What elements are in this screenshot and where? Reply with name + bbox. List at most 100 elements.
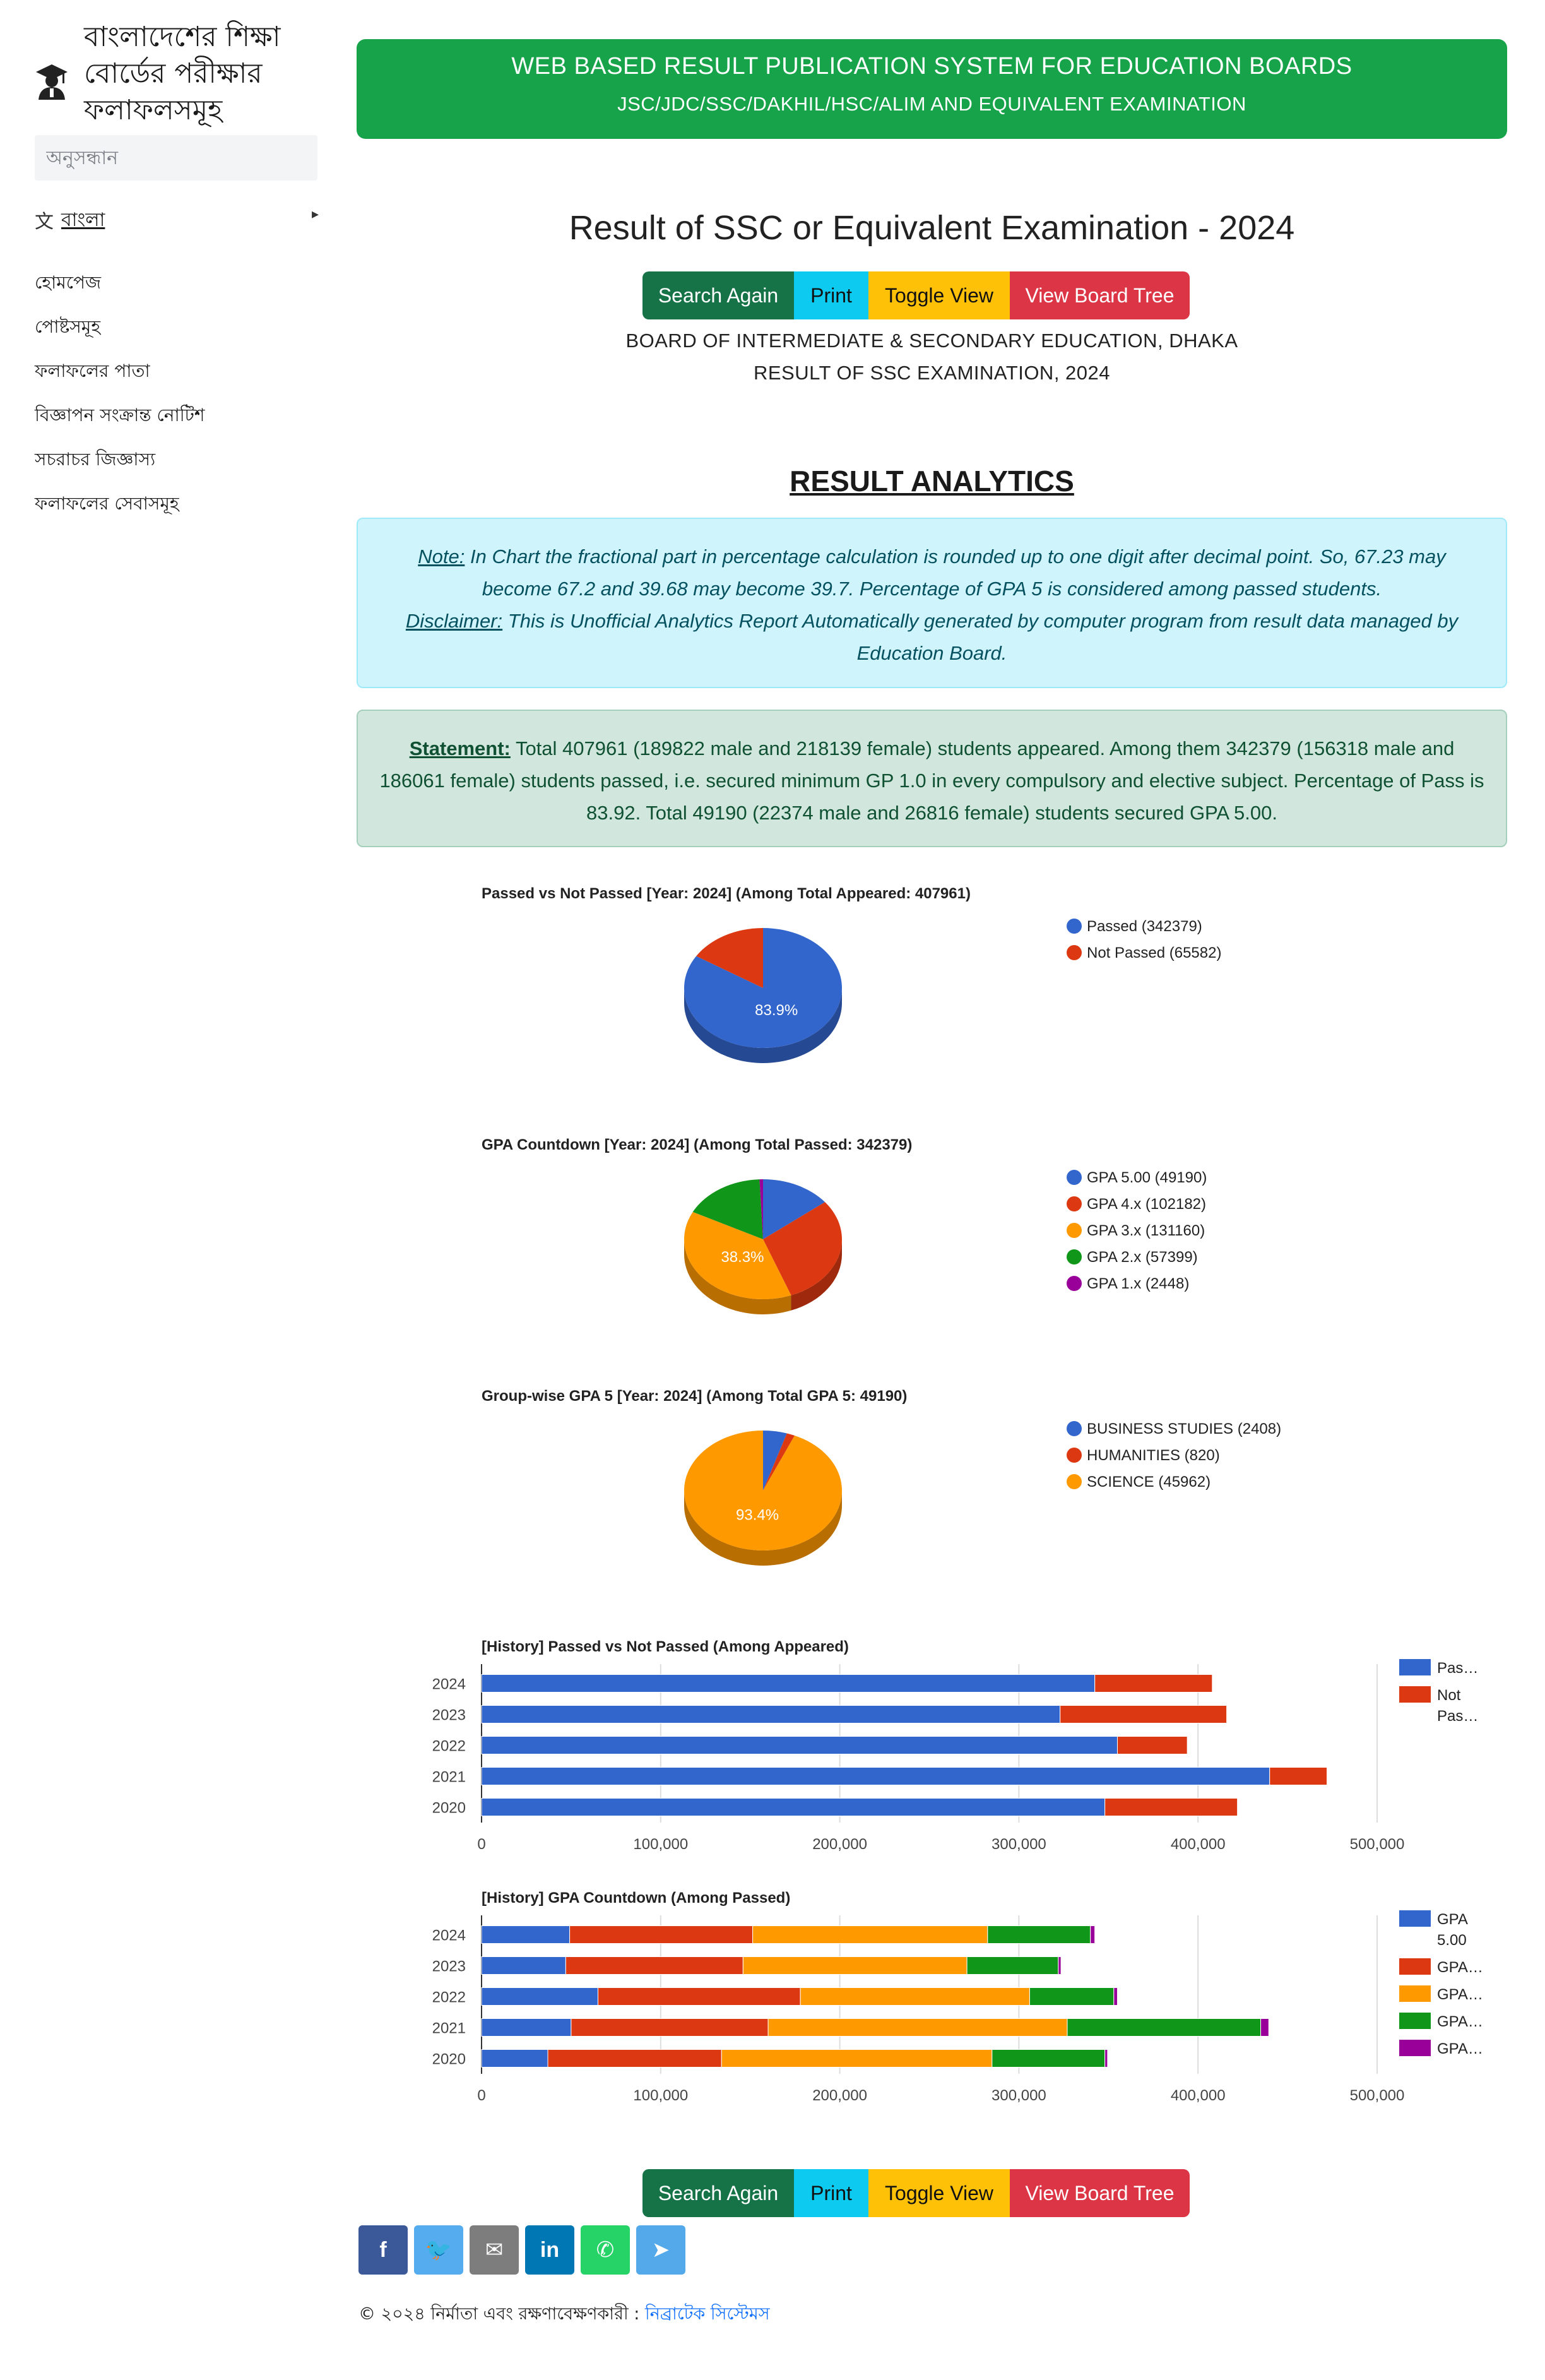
legend-label: GPA 5.00 (49190) — [1087, 1169, 1207, 1186]
bar-segment[interactable] — [571, 2018, 769, 2037]
nav-item-home[interactable]: হোমপেজ — [35, 272, 102, 293]
y-tick-label: 2020 — [432, 2051, 466, 2068]
search-again-button[interactable]: Search Again — [642, 2169, 794, 2217]
bar-segment[interactable] — [742, 1956, 968, 1975]
bar-segment[interactable] — [481, 1705, 1061, 1723]
bar-segment[interactable] — [1067, 2018, 1262, 2037]
bar-segment[interactable] — [481, 1767, 1270, 1785]
legend-marker — [1399, 1659, 1431, 1675]
search-again-button[interactable]: Search Again — [642, 271, 794, 319]
bar-segment[interactable] — [721, 2049, 993, 2068]
bar-segment[interactable] — [800, 1987, 1030, 2006]
legend-label: GPA — [1437, 1911, 1468, 1928]
x-tick-label: 400,000 — [1171, 2087, 1226, 2104]
toggle-view-button[interactable]: Toggle View — [868, 271, 1010, 319]
pie-slice-3[interactable] — [692, 1179, 763, 1239]
x-tick-label: 400,000 — [1171, 1836, 1226, 1853]
telegram-share-button[interactable]: ➤ — [636, 2225, 685, 2275]
print-button[interactable]: Print — [794, 271, 868, 319]
chart-title: [History] Passed vs Not Passed (Among Ap… — [482, 1638, 849, 1655]
y-tick-label: 2021 — [432, 2020, 466, 2037]
footer-link[interactable]: নিব্রাটেক সিস্টেমস — [644, 2304, 770, 2324]
bar-segment[interactable] — [752, 1925, 988, 1944]
linkedin-share-button[interactable]: in — [525, 2225, 574, 2275]
legend-label: GPA… — [1437, 1986, 1483, 2003]
bar-segment[interactable] — [1090, 1925, 1096, 1944]
site-brand[interactable]: বাংলাদেশের শিক্ষা বোর্ডের পরীক্ষার ফলাফল… — [35, 16, 319, 126]
bar-segment[interactable] — [1029, 1987, 1115, 2006]
bar-segment[interactable] — [1094, 1674, 1213, 1693]
legend-marker — [1067, 945, 1082, 960]
pie-slice-0[interactable] — [763, 1431, 787, 1490]
whatsapp-share-button[interactable]: ✆ — [581, 2225, 630, 2275]
bar-segment[interactable] — [1260, 2018, 1269, 2037]
nav-item-results-page[interactable]: ফলাফলের পাতা — [35, 360, 150, 381]
statement-alert: Statement: Total 407961 (189822 male and… — [357, 710, 1507, 847]
bar-segment[interactable] — [565, 1956, 743, 1975]
pie-slice-2[interactable] — [684, 1211, 791, 1299]
footer-text: © ২০২৪ নির্মাতা এবং রক্ষণাবেক্ষণকারী : — [358, 2304, 645, 2324]
nav-item-posts[interactable]: পোষ্টসমূহ — [35, 316, 101, 337]
bar-segment[interactable] — [992, 2049, 1106, 2068]
bar-segment[interactable] — [1060, 1705, 1228, 1723]
bar-segment[interactable] — [987, 1925, 1091, 1944]
pie-slice-1[interactable] — [696, 928, 763, 988]
pie-slice-2[interactable] — [684, 1431, 842, 1550]
whatsapp-icon: ✆ — [596, 2238, 615, 2262]
bar-segment[interactable] — [597, 1987, 801, 2006]
language-label[interactable]: বাংলা — [61, 209, 105, 231]
bar-segment[interactable] — [1058, 1956, 1062, 1975]
nav-item-result-services[interactable]: ফলাফলের সেবাসমূহ — [35, 493, 179, 514]
nav-item-faq[interactable]: সচরাচর জিজ্ঞাস্য — [35, 449, 156, 470]
view-board-tree-button[interactable]: View Board Tree — [1010, 2169, 1190, 2217]
bar-segment[interactable] — [481, 2018, 572, 2037]
pie-side-2 — [684, 1239, 791, 1314]
view-board-tree-button[interactable]: View Board Tree — [1010, 271, 1190, 319]
facebook-share-button[interactable]: f — [358, 2225, 408, 2275]
bar-segment[interactable] — [481, 1925, 571, 1944]
bar-chart-history-gpa: [History] GPA Countdown (Among Passed) 0 1… — [432, 1889, 1483, 2104]
bar-segment[interactable] — [481, 2049, 548, 2068]
pie-slice-0[interactable] — [763, 1179, 826, 1239]
bar-segment[interactable] — [1113, 1987, 1118, 2006]
bar-segment[interactable] — [481, 1674, 1096, 1693]
legend-marker — [1399, 1910, 1431, 1927]
email-icon: ✉ — [485, 2238, 504, 2262]
pie-slice-1[interactable] — [763, 1202, 842, 1295]
y-tick-label: 2021 — [432, 1769, 466, 1786]
header-subtitle: JSC/JDC/SSC/DAKHIL/HSC/ALIM AND EQUIVALE… — [617, 93, 1246, 115]
action-buttons-bottom: Search Again Print Toggle View View Boar… — [642, 2169, 1190, 2217]
slice-label: 38.3% — [721, 1249, 764, 1266]
note-text: In Chart the fractional part in percenta… — [465, 545, 1446, 600]
search-input[interactable] — [35, 135, 317, 181]
x-tick-label: 200,000 — [812, 1836, 867, 1853]
legend-label: GPA 4.x (102182) — [1087, 1196, 1206, 1213]
language-selector[interactable]: 文 বাংলা ▸ — [35, 202, 319, 232]
bar-segment[interactable] — [1116, 1736, 1188, 1754]
bar-segment[interactable] — [1104, 1798, 1238, 1816]
legend-marker — [1399, 1958, 1431, 1975]
bar-segment[interactable] — [481, 1956, 566, 1975]
bar-segment[interactable] — [547, 2049, 722, 2068]
legend-marker — [1067, 1276, 1082, 1291]
bar-segment[interactable] — [481, 1987, 598, 2006]
legend-label: Pas… — [1437, 1660, 1478, 1677]
pie-side-1 — [791, 1239, 842, 1311]
pie-slice-4[interactable] — [759, 1179, 763, 1239]
bar-segment[interactable] — [481, 1736, 1118, 1754]
chart-title: Passed vs Not Passed [Year: 2024] (Among… — [482, 885, 971, 902]
email-share-button[interactable]: ✉ — [470, 2225, 519, 2275]
bar-segment[interactable] — [481, 1798, 1106, 1816]
bar-segment[interactable] — [569, 1925, 754, 1944]
print-button[interactable]: Print — [794, 2169, 868, 2217]
nav-item-ad-notice[interactable]: বিজ্ঞাপন সংক্রান্ত নোটিশ — [35, 405, 205, 425]
pie-slice-1[interactable] — [763, 1433, 795, 1490]
header-title: WEB BASED RESULT PUBLICATION SYSTEM FOR … — [511, 53, 1353, 80]
bar-segment[interactable] — [767, 2018, 1068, 2037]
bar-segment[interactable] — [1269, 1767, 1328, 1785]
bar-segment[interactable] — [1104, 2049, 1108, 2068]
twitter-share-button[interactable]: 🐦 — [414, 2225, 463, 2275]
y-tick-label: 2023 — [432, 1707, 466, 1724]
bar-segment[interactable] — [966, 1956, 1059, 1975]
toggle-view-button[interactable]: Toggle View — [868, 2169, 1010, 2217]
